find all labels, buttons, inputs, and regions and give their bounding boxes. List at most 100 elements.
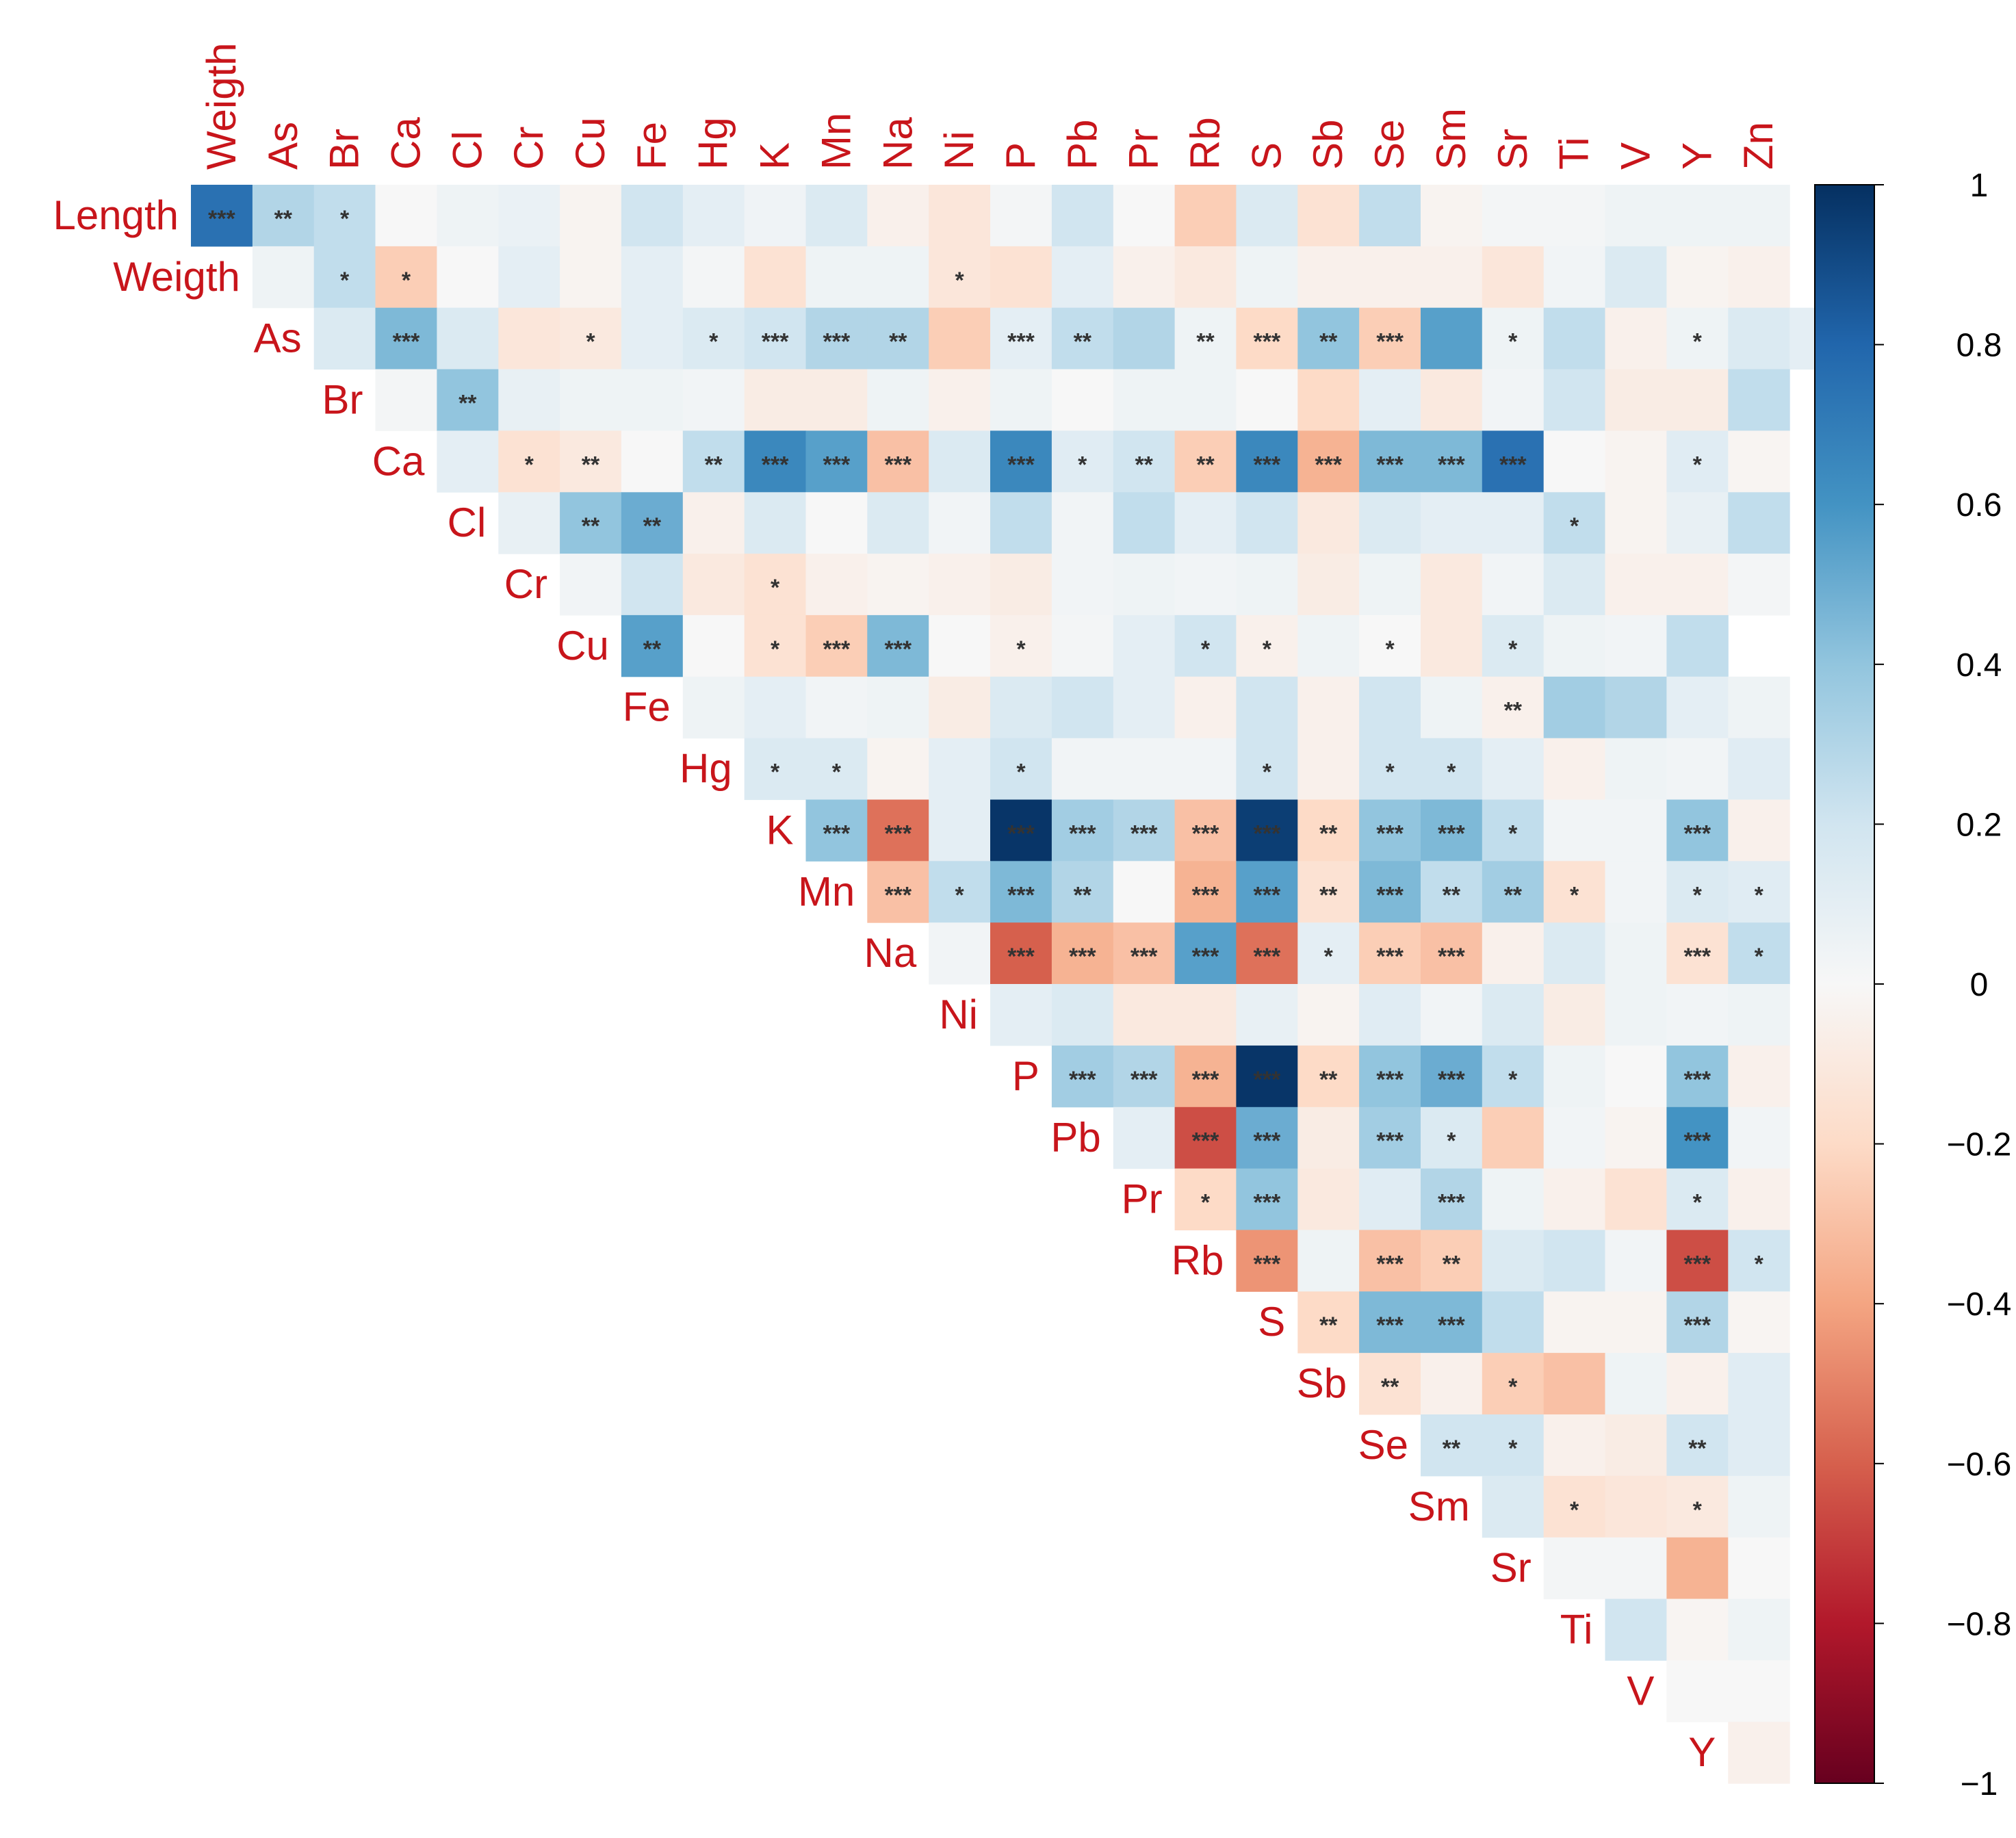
heatmap-cell: [1359, 492, 1421, 554]
significance-mark: **: [1319, 882, 1338, 908]
heatmap-cell: [1482, 738, 1545, 801]
significance-mark: **: [458, 391, 477, 417]
heatmap-cell: [744, 676, 807, 739]
heatmap-cell: [1236, 246, 1298, 309]
heatmap-cell: [1297, 246, 1360, 309]
significance-mark: *: [586, 329, 595, 355]
heatmap-cell: [682, 492, 745, 554]
heatmap-cell: [1236, 738, 1298, 801]
significance-mark: *: [525, 452, 534, 478]
heatmap-cell: [1174, 1045, 1237, 1108]
heatmap-cell: [1666, 1537, 1729, 1600]
significance-mark: ***: [1069, 820, 1096, 846]
heatmap-cell: [1482, 492, 1545, 554]
heatmap-cell: [1666, 492, 1729, 554]
significance-mark: **: [1443, 1251, 1461, 1277]
significance-mark: **: [1504, 882, 1523, 908]
row-label: S: [1258, 1299, 1285, 1345]
heatmap-cell: [1543, 984, 1606, 1046]
heatmap-cell: [1236, 984, 1298, 1046]
significance-mark: *: [1508, 1374, 1518, 1400]
heatmap-cell: [1605, 614, 1667, 677]
heatmap-cell: [1297, 1106, 1360, 1169]
significance-mark: ***: [884, 452, 912, 478]
heatmap-cell: [1605, 1537, 1667, 1600]
heatmap-cell: [1421, 1045, 1483, 1108]
significance-mark: **: [1074, 882, 1092, 908]
heatmap-cell: [990, 922, 1052, 985]
heatmap-cell: [498, 430, 560, 493]
column-label: P: [998, 142, 1044, 170]
heatmap-cell: [1482, 1168, 1545, 1230]
significance-mark: *: [1693, 452, 1703, 478]
heatmap-cell: [867, 369, 929, 431]
column-label: Hg: [690, 117, 736, 170]
significance-mark: ***: [1376, 820, 1404, 846]
significance-mark: ***: [1192, 820, 1219, 846]
row-label: Cr: [504, 561, 547, 607]
heatmap-cell: [1543, 614, 1606, 677]
significance-mark: *: [1570, 1497, 1579, 1523]
heatmap-cell: [1174, 984, 1237, 1046]
significance-mark: *: [1263, 760, 1272, 786]
heatmap-cell: [1482, 1353, 1545, 1415]
heatmap-cell: [1482, 1230, 1545, 1292]
heatmap-cell: [1421, 1230, 1483, 1292]
heatmap-cell: [1297, 430, 1360, 493]
heatmap-cell: [990, 246, 1052, 309]
heatmap-cell: [313, 246, 376, 309]
heatmap-cell: [313, 307, 376, 370]
significance-mark: *: [340, 268, 350, 294]
row-label: Ca: [372, 438, 425, 484]
significance-mark: *: [1693, 882, 1703, 908]
significance-mark: *: [1385, 760, 1395, 786]
heatmap-cell: [1543, 1353, 1606, 1415]
row-label: Length: [53, 192, 179, 238]
heatmap-cell: [437, 246, 499, 309]
heatmap-cell: [805, 430, 868, 493]
heatmap-cell: [1051, 676, 1114, 739]
heatmap-cell: [1421, 984, 1483, 1046]
significance-mark: ***: [1192, 944, 1219, 970]
heatmap-cell: [929, 799, 991, 862]
heatmap-cell: [1543, 1414, 1606, 1477]
heatmap-cell: [1482, 799, 1545, 862]
significance-mark: ***: [1683, 820, 1711, 846]
significance-mark: *: [1570, 513, 1579, 539]
significance-mark: *: [955, 882, 964, 908]
significance-mark: *: [1508, 1436, 1518, 1462]
heatmap-cell: [1666, 799, 1729, 862]
heatmap-cell: [1728, 1722, 1790, 1784]
significance-mark: **: [1504, 698, 1523, 724]
heatmap-cell: [1297, 554, 1360, 616]
heatmap-cell: [1543, 185, 1606, 247]
heatmap-cell: [1482, 1106, 1545, 1169]
heatmap-cell: [1728, 1475, 1790, 1538]
heatmap-cell: [1236, 369, 1298, 431]
heatmap-cell: [1174, 1168, 1237, 1230]
heatmap-cell: [682, 676, 745, 739]
column-label: Na: [875, 117, 920, 170]
heatmap-cell: [1421, 554, 1483, 616]
significance-mark: ***: [1192, 1128, 1219, 1154]
heatmap-cell: [560, 185, 622, 247]
heatmap-cell: [1728, 1291, 1790, 1354]
significance-mark: **: [1196, 329, 1215, 355]
significance-mark: ***: [884, 636, 912, 662]
heatmap-cell: [1359, 554, 1421, 616]
heatmap-cell: [1605, 1168, 1667, 1230]
heatmap-cell: [929, 492, 991, 554]
heatmap-cell: [744, 738, 807, 801]
heatmap-cell: [1359, 861, 1421, 923]
significance-mark: ***: [1007, 820, 1035, 846]
heatmap-cell: [1421, 1414, 1483, 1477]
significance-mark: **: [1319, 1067, 1338, 1093]
heatmap-cell: [1113, 1045, 1176, 1108]
heatmap-cell: [1113, 861, 1176, 923]
heatmap-cell: [1728, 492, 1790, 554]
row-label: Y: [1688, 1729, 1716, 1775]
significance-mark: ***: [884, 882, 912, 908]
heatmap-cell: [1421, 185, 1483, 247]
significance-marks: *** ** ** * **** * * *** *** ** *** ** ** *** ** *** * **…: [208, 206, 1764, 1523]
